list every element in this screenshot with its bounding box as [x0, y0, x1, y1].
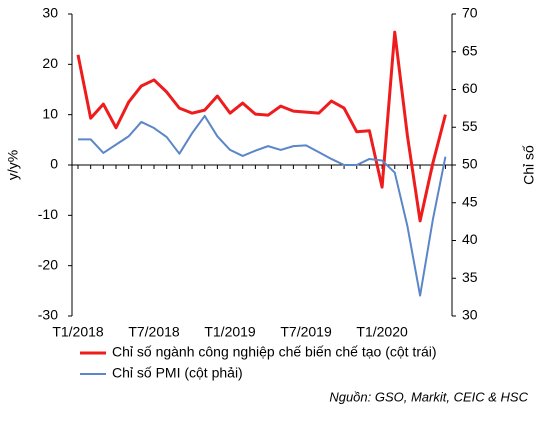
y-tick-label: -10	[38, 206, 58, 222]
series-line	[78, 114, 447, 297]
source-note: Nguồn: GSO, Markit, CEIC & HSC	[329, 389, 528, 404]
x-tick-label: T1/2019	[204, 324, 256, 340]
y2-tick-label: 35	[462, 269, 478, 285]
y-tick-label: 10	[42, 105, 58, 121]
y2-tick-label: 40	[462, 231, 478, 247]
y2-tick-label: 70	[462, 5, 478, 21]
y2-tick-label: 55	[462, 118, 478, 134]
y2-tick-label: 45	[462, 193, 478, 209]
y-axis-label: y/y%	[5, 150, 21, 180]
y2-tick-label: 30	[462, 307, 478, 323]
y-tick-label: 0	[50, 156, 58, 172]
y-tick-label: 30	[42, 5, 58, 21]
series-line	[76, 30, 447, 223]
legend-label: Chỉ số ngành công nghiệp chế biến chế tạ…	[112, 344, 437, 360]
x-tick-label: T1/2018	[52, 324, 104, 340]
x-tick-label: T7/2019	[280, 324, 332, 340]
y-tick-label: -30	[38, 307, 58, 323]
y2-tick-label: 65	[462, 42, 478, 58]
y-tick-label: 20	[42, 55, 58, 71]
x-tick-label: T7/2018	[128, 324, 180, 340]
y-tick-label: -20	[38, 256, 58, 272]
y2-tick-label: 50	[462, 156, 478, 172]
x-tick-label: T1/2020	[356, 324, 408, 340]
legend-label: Chỉ số PMI (cột phải)	[112, 365, 243, 381]
y2-tick-label: 60	[462, 80, 478, 96]
y2-axis-label: Chỉ số	[521, 145, 537, 185]
